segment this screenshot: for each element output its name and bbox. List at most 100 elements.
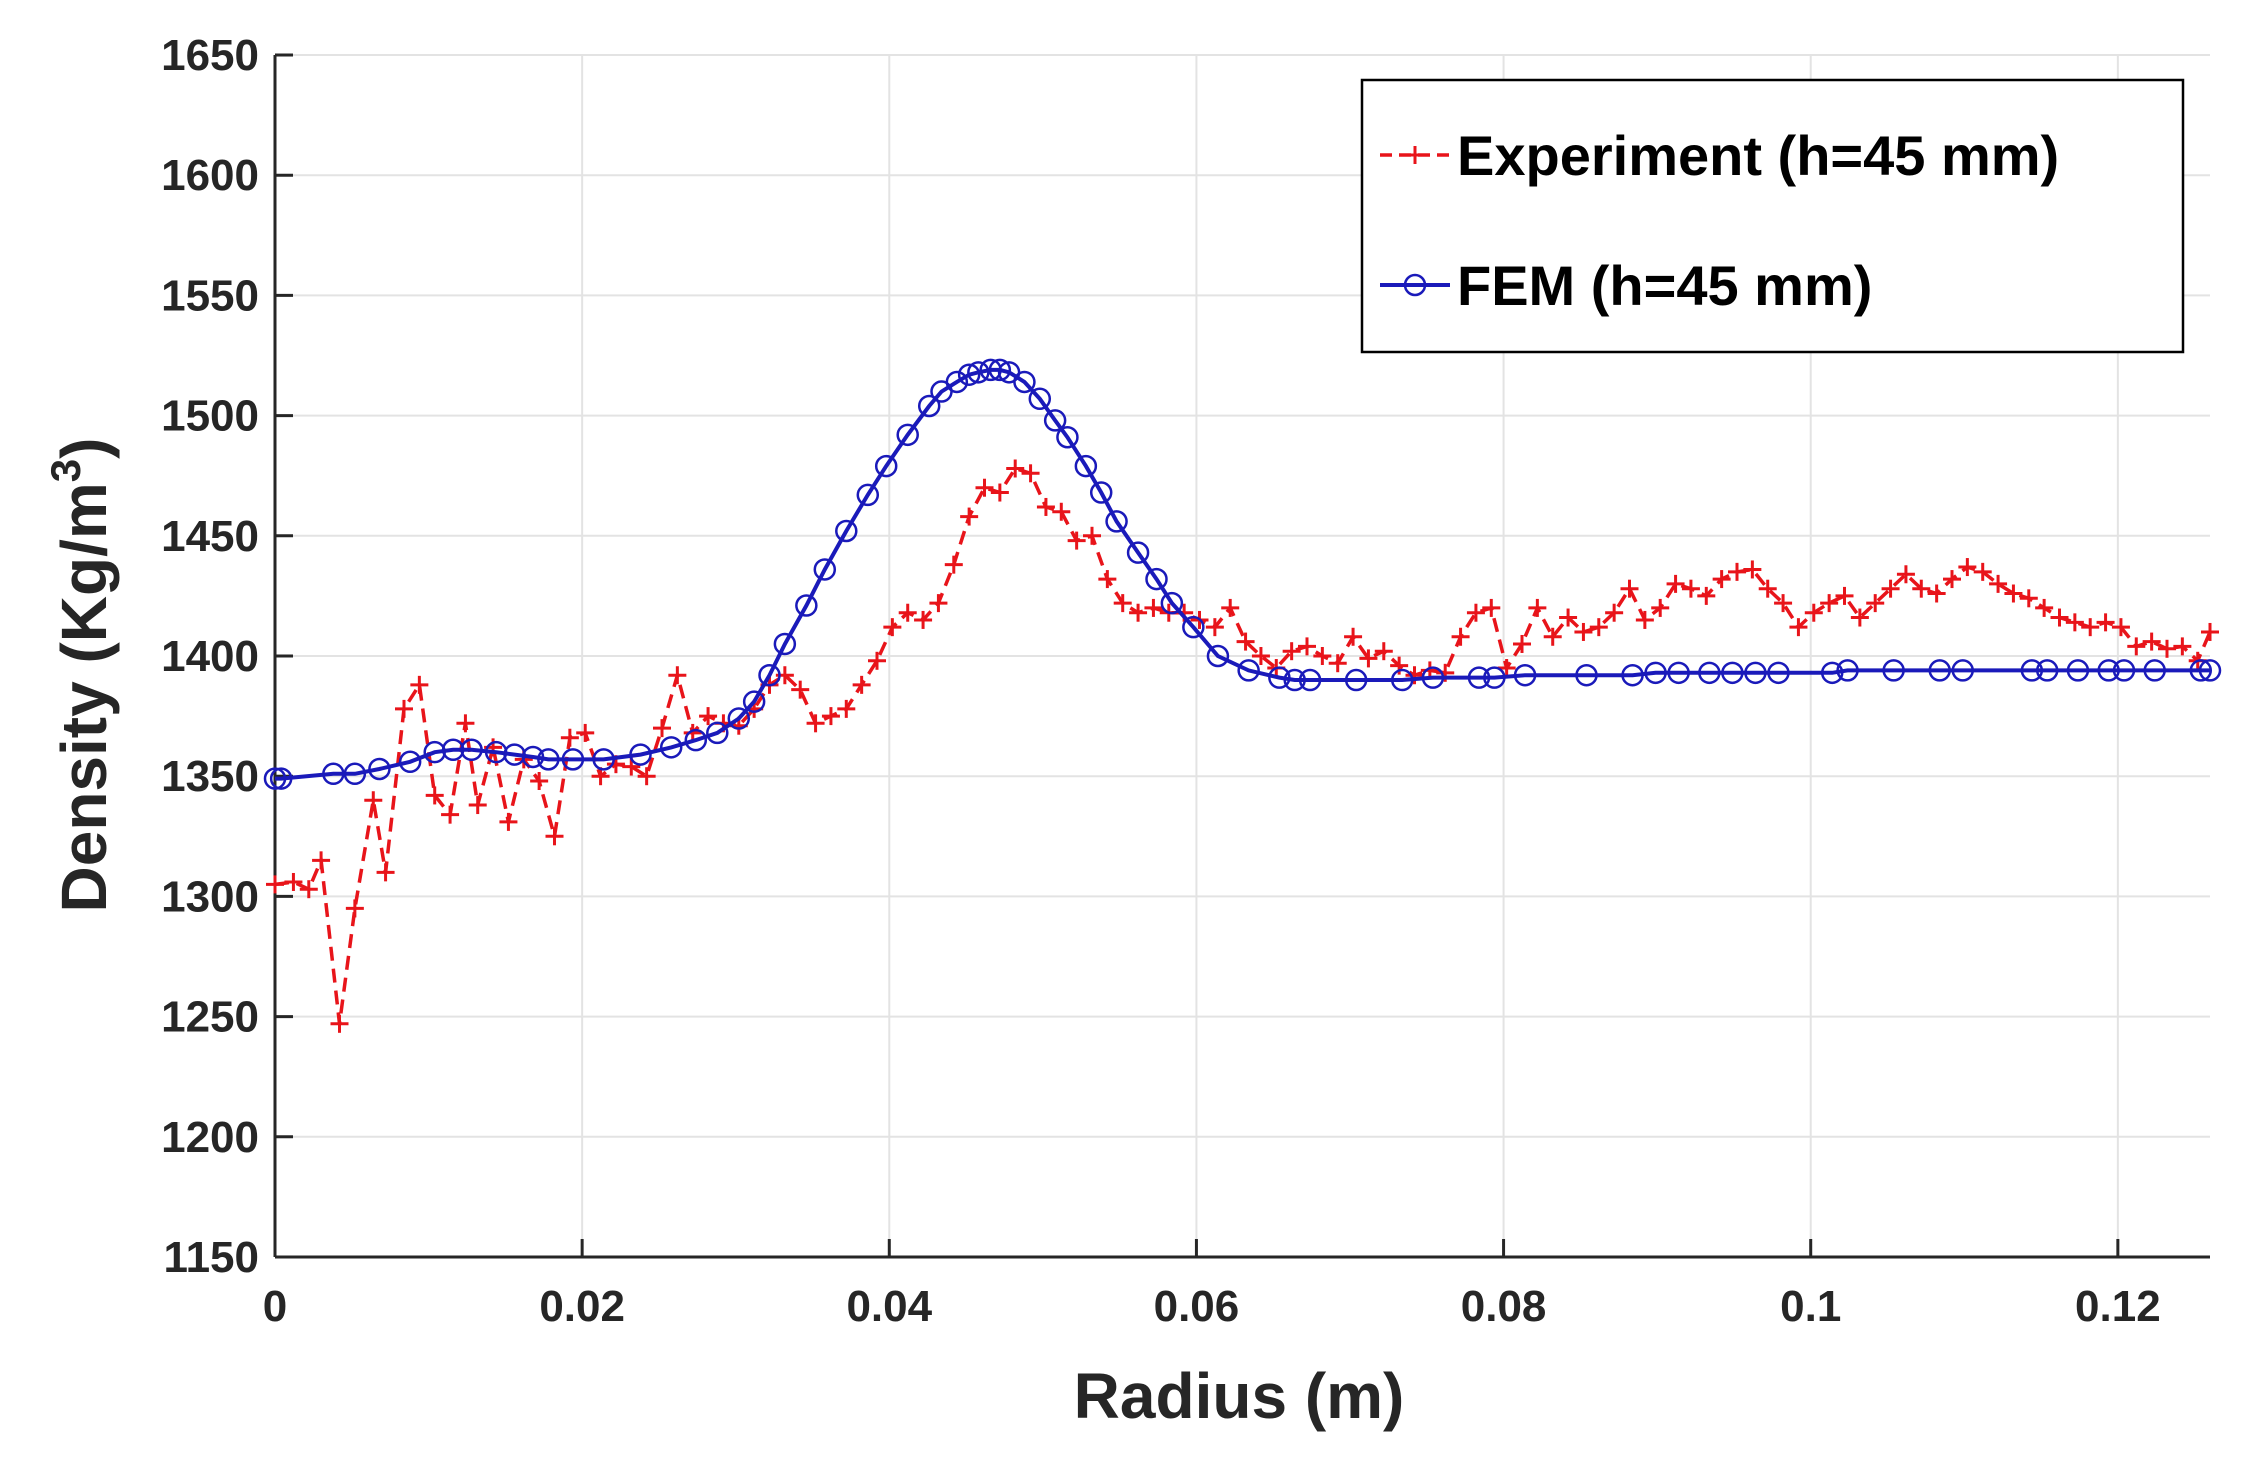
experiment-point bbox=[1589, 618, 1608, 637]
fem-point bbox=[1028, 387, 1052, 411]
experiment-point bbox=[1559, 608, 1578, 627]
y-tick-label: 1300 bbox=[161, 872, 259, 921]
fem-point bbox=[263, 767, 287, 790]
experiment-point bbox=[637, 767, 656, 786]
experiment-point bbox=[668, 666, 687, 685]
y-tick-label: 1150 bbox=[164, 1233, 259, 1282]
experiment-point bbox=[806, 714, 825, 733]
experiment-point bbox=[376, 863, 395, 882]
experiment-point bbox=[852, 675, 871, 694]
fem-point bbox=[1836, 659, 1859, 682]
experiment-point bbox=[499, 812, 518, 831]
fem-point bbox=[343, 762, 367, 786]
experiment-point bbox=[1513, 634, 1531, 653]
legend-experiment-label: Experiment (h=45 mm) bbox=[1457, 124, 2059, 187]
x-tick-label: 0.06 bbox=[1154, 1282, 1240, 1331]
fem-point bbox=[1767, 661, 1790, 685]
fem-point bbox=[773, 632, 797, 656]
experiment-point bbox=[2004, 584, 2023, 603]
experiment-point bbox=[2158, 639, 2176, 658]
fem-point bbox=[874, 454, 898, 478]
fem-point bbox=[1105, 510, 1128, 533]
legend: Experiment (h=45 mm) FEM (h=45 mm) bbox=[1360, 78, 2185, 354]
experiment-point bbox=[1820, 594, 1839, 613]
fem-point bbox=[945, 370, 969, 394]
experiment-point bbox=[468, 796, 487, 815]
experiment-point bbox=[266, 875, 284, 894]
experiment-point bbox=[1866, 594, 1885, 613]
experiment-point bbox=[2050, 608, 2069, 627]
experiment-point bbox=[699, 707, 718, 726]
experiment-point bbox=[2096, 613, 2115, 632]
fem-point bbox=[1513, 663, 1537, 687]
fem-point bbox=[1721, 661, 1744, 685]
experiment-point bbox=[1021, 464, 1040, 483]
fem-point bbox=[1390, 668, 1414, 692]
y-axis-label: Density (Kg/m3) bbox=[42, 438, 120, 913]
experiment-point bbox=[975, 478, 994, 497]
tick-labels: 1150 1200 1250 1300 1350 1400 1450 1500 1550 1600… bbox=[161, 31, 2161, 1331]
y-tick-label: 1600 bbox=[161, 151, 259, 200]
experiment-point bbox=[1543, 627, 1562, 646]
experiment-point bbox=[914, 610, 933, 629]
y-tick-label: 1650 bbox=[161, 31, 259, 80]
experiment-point bbox=[1313, 647, 1332, 665]
experiment-point bbox=[1528, 598, 1547, 617]
fem-point bbox=[503, 743, 526, 766]
x-tick-label: 0 bbox=[263, 1282, 287, 1331]
fem-point bbox=[1126, 541, 1150, 564]
x-tick-label: 0.1 bbox=[1780, 1282, 1841, 1331]
experiment-point bbox=[1881, 579, 1900, 598]
experiment-point bbox=[2201, 622, 2219, 641]
fem-point bbox=[1089, 481, 1113, 504]
fem-point bbox=[795, 594, 818, 617]
experiment-point bbox=[1758, 579, 1777, 598]
experiment-point bbox=[1036, 497, 1055, 516]
fem-point bbox=[659, 736, 683, 759]
y-tick-label: 1250 bbox=[161, 993, 259, 1042]
fem-point bbox=[1283, 668, 1306, 692]
experiment-point bbox=[1052, 502, 1071, 521]
experiment-point bbox=[1497, 659, 1516, 678]
fem-point bbox=[1467, 666, 1491, 689]
experiment-point bbox=[837, 699, 856, 718]
experiment-point bbox=[1221, 598, 1240, 617]
experiment-point bbox=[898, 603, 917, 622]
fem-point bbox=[1206, 644, 1230, 668]
x-tick-label: 0.02 bbox=[539, 1282, 625, 1331]
experiment-point bbox=[441, 805, 460, 824]
experiment-point bbox=[1605, 603, 1624, 622]
experiment-point bbox=[1712, 570, 1731, 589]
fem-point bbox=[988, 358, 1012, 382]
fem-point bbox=[917, 394, 941, 418]
fem-point bbox=[1951, 659, 1974, 682]
fem-line bbox=[275, 367, 2210, 781]
fem-point bbox=[1056, 425, 1079, 449]
experiment-point bbox=[1804, 603, 1823, 622]
y-tick-label: 1400 bbox=[161, 632, 259, 681]
experiment-point bbox=[1328, 654, 1347, 673]
experiment-point bbox=[1635, 610, 1654, 629]
fem-point bbox=[484, 740, 508, 764]
fem-point bbox=[441, 738, 465, 762]
y-axis-label-close: ) bbox=[48, 438, 120, 459]
experiment-point bbox=[576, 723, 595, 742]
experiment-point bbox=[1835, 586, 1854, 605]
fem-point bbox=[322, 762, 345, 786]
experiment-point bbox=[1943, 570, 1961, 589]
experiment-point bbox=[1789, 618, 1808, 637]
experiment-point bbox=[560, 728, 579, 747]
fem-point bbox=[561, 748, 585, 771]
fem-point bbox=[835, 519, 858, 543]
experiment-point bbox=[410, 675, 429, 694]
experiment-point bbox=[1251, 647, 1270, 665]
fem-point bbox=[1882, 659, 1905, 682]
legend-fem-sample bbox=[1380, 273, 1450, 297]
experiment-point bbox=[2127, 637, 2146, 656]
experiment-point bbox=[1743, 560, 1762, 579]
fem-point bbox=[727, 707, 751, 730]
experiment-point bbox=[1697, 586, 1716, 605]
experiment-point bbox=[1466, 603, 1485, 622]
y-tick-label: 1500 bbox=[161, 392, 259, 441]
